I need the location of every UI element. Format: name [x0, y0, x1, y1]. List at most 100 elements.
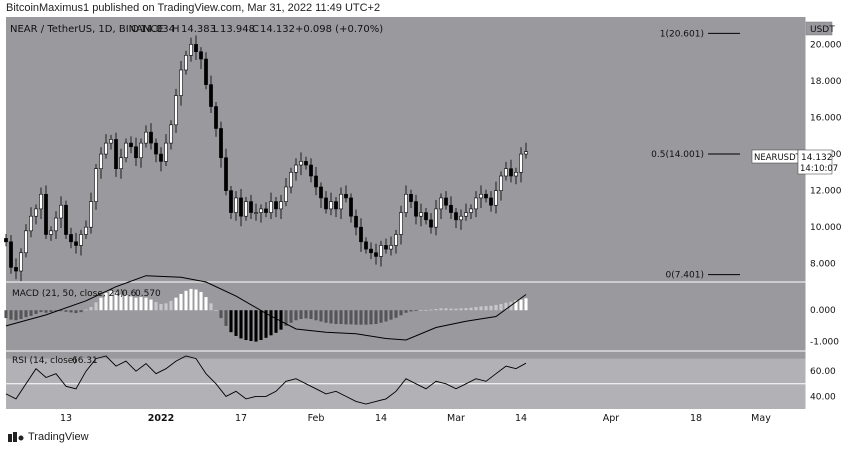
price-tick-label: 16.000 — [810, 114, 842, 124]
candle — [514, 167, 518, 185]
candle — [289, 167, 293, 194]
candle — [394, 229, 398, 254]
candle-body — [139, 142, 143, 159]
candle-body — [469, 208, 473, 213]
candle — [124, 138, 128, 163]
candle — [224, 148, 228, 196]
candle-body — [349, 197, 353, 217]
candle — [249, 194, 253, 219]
candle-body — [294, 164, 298, 173]
candle-body — [299, 161, 303, 166]
candle-body — [84, 226, 88, 235]
macd-histogram-bar — [264, 310, 268, 338]
candle-body — [244, 201, 248, 217]
macd-histogram-bar — [479, 306, 483, 311]
time-axis-label: Apr — [603, 413, 620, 424]
candle-body — [159, 153, 163, 162]
time-axis-label: 18 — [690, 413, 702, 424]
candle — [264, 202, 268, 218]
candle-body — [409, 193, 413, 202]
candle — [329, 192, 333, 216]
candle-body — [444, 197, 448, 206]
time-axis-label: Feb — [308, 413, 325, 424]
candle — [64, 200, 68, 240]
macd-value-1: 0.6 — [122, 289, 137, 299]
candle — [304, 156, 308, 170]
macd-histogram-bar — [19, 310, 23, 320]
macd-histogram-bar — [429, 309, 433, 311]
tradingview-logo-icon — [8, 432, 24, 442]
candle-body — [399, 212, 403, 235]
candle — [24, 224, 28, 258]
candle-body — [514, 172, 518, 177]
macd-histogram-bar — [39, 310, 43, 313]
candle-body — [69, 234, 73, 243]
candle-body — [494, 190, 498, 206]
macd-histogram-bar — [329, 310, 333, 324]
candle — [484, 189, 488, 203]
macd-histogram-bar — [134, 297, 138, 311]
macd-histogram-bar — [224, 310, 228, 326]
candle-body — [309, 164, 313, 177]
fib-level-label: 0.5(14.001) — [651, 150, 704, 160]
candle — [419, 203, 423, 227]
candle — [84, 220, 88, 240]
candle-body — [274, 201, 278, 210]
candle-body — [324, 197, 328, 210]
rsi-label: RSI (14, close) — [12, 356, 77, 366]
price-badge-box — [797, 149, 833, 175]
rsi-line — [5, 355, 527, 405]
candle — [434, 199, 438, 236]
macd-signal-line — [5, 275, 527, 341]
candle — [339, 187, 343, 219]
macd-histogram-bar — [84, 309, 88, 311]
macd-histogram-bar — [454, 308, 458, 311]
macd-histogram-bar — [239, 310, 243, 339]
candle — [309, 158, 313, 183]
macd-histogram-bar — [334, 310, 338, 325]
candle-body — [364, 241, 368, 250]
macd-histogram-bar — [524, 298, 528, 311]
macd-histogram-bar — [464, 308, 468, 311]
candle — [279, 194, 283, 219]
ohlc-readout: O 14.034 H 14.383 L 13.948 C 14.132 +0.0… — [131, 24, 383, 35]
candle — [259, 204, 263, 223]
macd-histogram-bar — [519, 299, 523, 311]
macd-histogram-bar — [104, 292, 108, 311]
candle-body — [19, 252, 23, 272]
candle-body — [14, 267, 18, 272]
candle — [9, 235, 13, 274]
candle — [519, 147, 523, 183]
candle — [439, 193, 443, 219]
macd-histogram-bar — [259, 310, 263, 341]
symbol-label: NEAR / TetherUS, 1D, BINANCE — [10, 24, 164, 35]
footer: TradingView — [8, 431, 89, 443]
candle-body — [214, 106, 218, 129]
candle — [164, 134, 168, 166]
candle — [34, 204, 38, 225]
macd-histogram-bar — [474, 307, 478, 311]
candle-body — [419, 212, 423, 217]
macd-histogram-bar — [79, 310, 83, 313]
candle — [269, 192, 273, 219]
macd-histogram-bar — [254, 310, 258, 342]
candle-body — [94, 168, 98, 202]
candle-body — [179, 69, 183, 96]
macd-histogram-bar — [499, 303, 503, 311]
candle-body — [394, 234, 398, 246]
candle-body — [439, 197, 443, 210]
price-tick-label: 8.000 — [810, 260, 836, 270]
macd-histogram-bar — [299, 310, 303, 320]
candle-body — [359, 226, 363, 243]
open-label: O — [131, 24, 139, 35]
candle — [154, 138, 158, 163]
low-label: L — [213, 24, 219, 35]
candle-body — [459, 215, 463, 221]
candle-body — [404, 193, 408, 213]
macd-histogram-bar — [184, 290, 188, 311]
candle-body — [484, 193, 488, 199]
macd-histogram-bar — [214, 310, 218, 312]
candle-body — [414, 201, 418, 217]
macd-histogram-bar — [14, 310, 18, 321]
